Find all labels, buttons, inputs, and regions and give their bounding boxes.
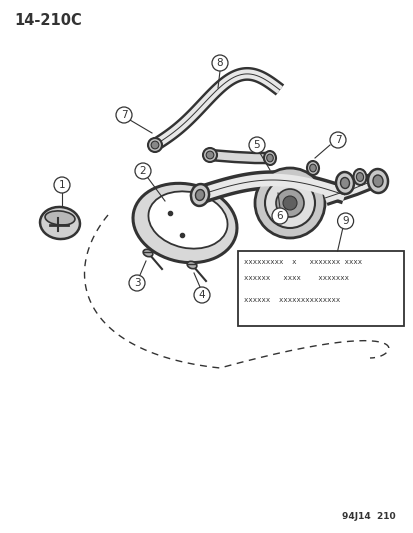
Text: xxxxxx   xxxx    xxxxxxx: xxxxxx xxxx xxxxxxx [243,275,348,281]
Ellipse shape [266,154,273,162]
Text: 4: 4 [198,290,205,300]
Circle shape [282,196,296,210]
Text: 6: 6 [276,211,282,221]
FancyBboxPatch shape [237,251,403,326]
Ellipse shape [45,211,75,225]
Circle shape [329,132,345,148]
Circle shape [337,213,353,229]
Ellipse shape [306,161,318,175]
Circle shape [275,189,303,217]
Text: 2: 2 [139,166,146,176]
Ellipse shape [190,184,209,206]
Circle shape [271,208,287,224]
Ellipse shape [133,183,236,263]
Ellipse shape [353,169,366,185]
Ellipse shape [339,177,349,189]
Circle shape [194,287,209,303]
Ellipse shape [147,138,161,152]
Circle shape [211,55,228,71]
Circle shape [135,163,151,179]
Circle shape [54,177,70,193]
Text: 14-210C: 14-210C [14,13,81,28]
Ellipse shape [206,151,214,159]
Ellipse shape [143,249,152,257]
Ellipse shape [356,173,363,181]
Text: xxxxxxxxx  x   xxxxxxx xxxx: xxxxxxxxx x xxxxxxx xxxx [243,259,361,265]
Ellipse shape [263,151,275,165]
Ellipse shape [40,207,80,239]
Text: 5: 5 [253,140,260,150]
Ellipse shape [202,148,216,162]
Text: 7: 7 [334,135,340,145]
Text: 3: 3 [133,278,140,288]
Circle shape [254,168,324,238]
Ellipse shape [151,141,159,149]
Ellipse shape [372,175,382,187]
Text: 1: 1 [59,180,65,190]
Ellipse shape [367,169,387,193]
Circle shape [248,137,264,153]
Text: 7: 7 [121,110,127,120]
Ellipse shape [335,172,353,194]
Text: xxxxxx  xxxxxxxxxxxxxx: xxxxxx xxxxxxxxxxxxxx [243,297,339,303]
Text: 8: 8 [216,58,223,68]
Text: 9: 9 [342,216,348,226]
Text: 94J14  210: 94J14 210 [342,512,395,521]
Ellipse shape [195,190,204,200]
Ellipse shape [148,191,227,248]
Circle shape [264,178,314,228]
Ellipse shape [309,164,316,172]
Ellipse shape [187,261,196,269]
Circle shape [129,275,145,291]
Circle shape [116,107,132,123]
